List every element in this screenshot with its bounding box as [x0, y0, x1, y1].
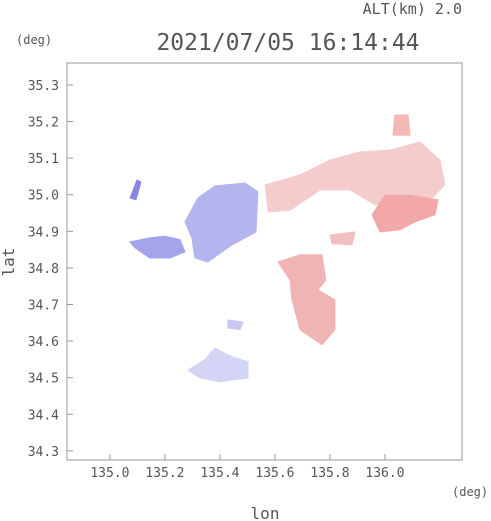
y-tick-label: 34.7 [28, 298, 59, 313]
x-tick-label: 136.0 [365, 466, 404, 481]
y-tick-label: 35.2 [28, 116, 59, 131]
y-tick-label: 34.3 [28, 445, 59, 460]
x-tick-label: 135.6 [255, 466, 294, 481]
echo-region [184, 182, 259, 263]
x-unit: (deg) [452, 485, 488, 499]
x-tick-label: 135.0 [90, 466, 129, 481]
x-tick-label: 135.8 [310, 466, 349, 481]
y-tick-label: 35.0 [28, 189, 59, 204]
echo-region [329, 231, 356, 246]
y-tick-label: 34.8 [28, 262, 59, 277]
echo-region [129, 235, 186, 259]
echo-region [187, 347, 249, 383]
echo-region [129, 179, 142, 201]
y-tick-label: 34.4 [28, 408, 59, 423]
x-tick-label: 135.4 [200, 466, 239, 481]
y-tick-label: 34.6 [28, 335, 59, 350]
echo-region [227, 319, 244, 331]
echo-region [371, 194, 439, 233]
plot-frame [66, 62, 463, 461]
y-tick-label: 35.3 [28, 79, 59, 94]
x-tick-label: 135.2 [145, 466, 184, 481]
y-axis-label: lat [0, 248, 18, 277]
echo-region [264, 141, 446, 213]
y-unit: (deg) [16, 33, 52, 47]
y-tick-label: 34.5 [28, 372, 59, 387]
y-tick-label: 35.1 [28, 152, 59, 167]
chart-title: 2021/07/05 16:14:44 [156, 30, 419, 56]
chart-subtitle: ALT(km) 2.0 [363, 0, 462, 18]
echo-region [277, 254, 336, 346]
x-axis-label: lon [251, 504, 280, 521]
y-tick-label: 34.9 [28, 225, 59, 240]
echo-region [392, 114, 411, 136]
